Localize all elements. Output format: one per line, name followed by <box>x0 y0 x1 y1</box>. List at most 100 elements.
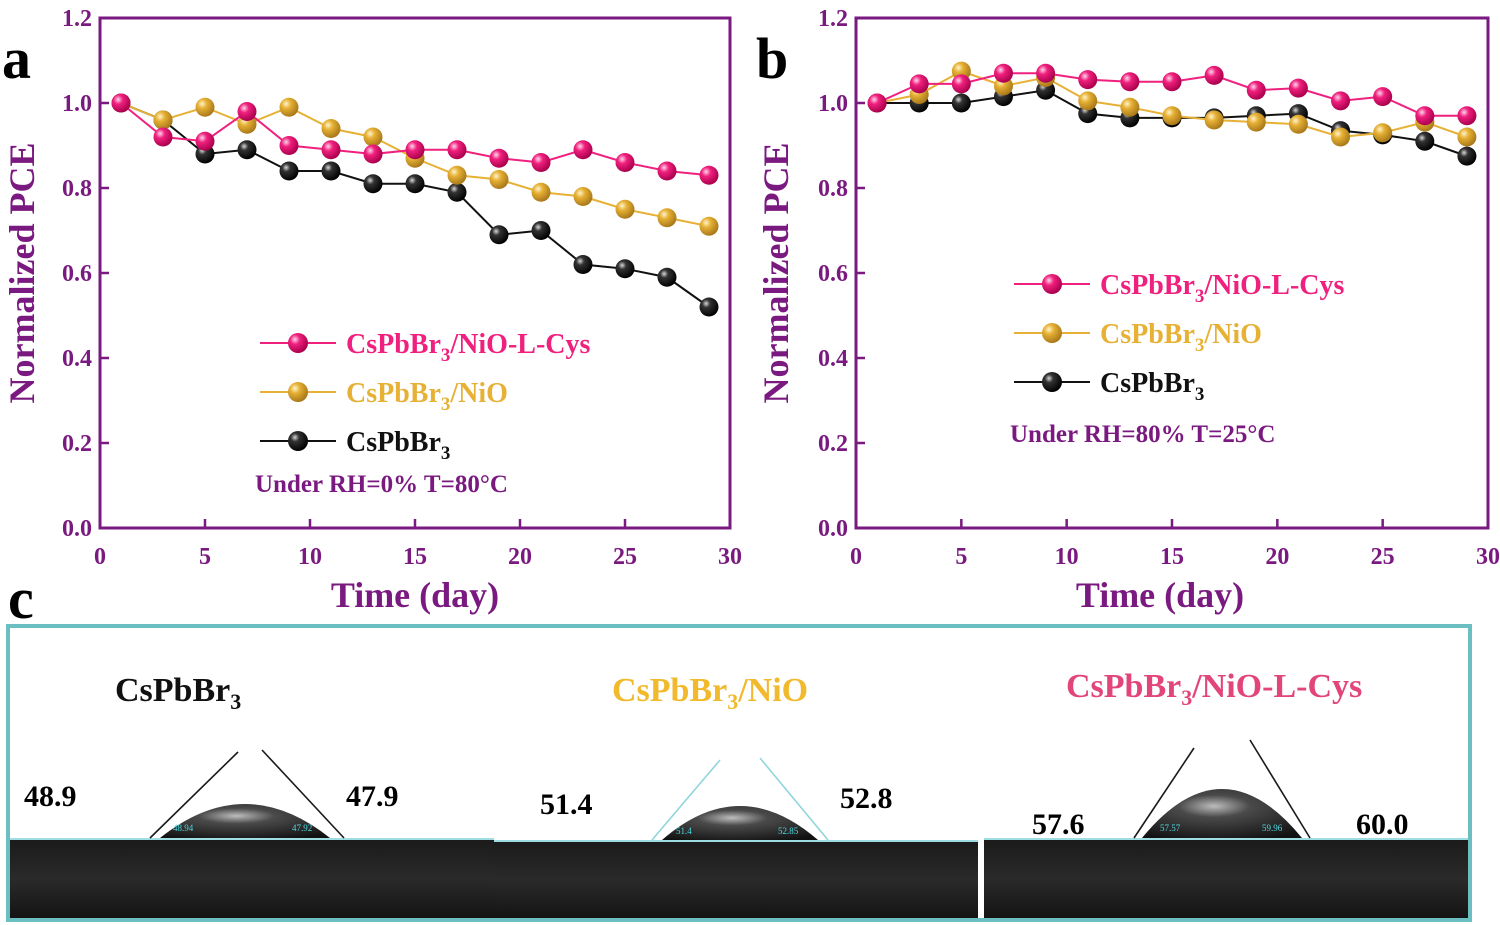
right-angle: 52.8 <box>840 782 893 815</box>
measurement-left: 57.57 <box>1160 823 1181 833</box>
y-axis-title: Normalized PCE <box>756 143 796 404</box>
data-point <box>1078 91 1098 111</box>
legend-marker <box>1042 274 1062 294</box>
y-tick-label: 0.0 <box>62 516 92 542</box>
legend-marker <box>1042 372 1062 392</box>
x-tick-label: 15 <box>403 544 427 570</box>
data-point <box>699 297 719 317</box>
axis-ticks: 0 5 10 15 20 25 30 0.0 0.2 0.4 0.6 0.8 1.0 1.2 <box>818 6 1500 570</box>
legend-label: CsPbBr3/NiO <box>346 378 508 415</box>
y-tick-label: 1.0 <box>818 91 848 117</box>
left-angle: 51.4 <box>540 788 593 821</box>
data-point <box>1373 87 1393 107</box>
data-point <box>1162 106 1182 126</box>
data-point <box>279 136 299 155</box>
y-tick-label: 1.2 <box>62 6 92 32</box>
x-tick-label: 10 <box>298 544 322 570</box>
data-point <box>657 267 677 287</box>
data-point <box>1246 80 1266 100</box>
panel-label-a: a <box>2 26 31 91</box>
legend-item: CsPbBr3/NiO <box>260 378 508 415</box>
right-angle: 47.9 <box>346 780 399 813</box>
y-tick-label: 0.8 <box>62 176 92 202</box>
legend-marker <box>1042 323 1062 343</box>
left-angle: 48.9 <box>24 780 77 813</box>
y-tick-label: 0.6 <box>62 261 92 287</box>
right-angle: 60.0 <box>1356 808 1409 841</box>
data-point <box>153 110 173 130</box>
data-point <box>1415 106 1435 126</box>
droplet <box>662 806 818 840</box>
data-point <box>1373 123 1393 143</box>
legend-item: CsPbBr3/NiO-L-Cys <box>260 329 591 366</box>
measurement-left: 48.94 <box>173 823 194 833</box>
legend-label: CsPbBr3/NiO-L-Cys <box>1100 270 1345 307</box>
legend-marker <box>288 431 308 451</box>
y-tick-label: 0.6 <box>818 261 848 287</box>
data-point <box>195 131 215 151</box>
legend-marker <box>288 333 308 353</box>
tangent-line <box>1249 739 1311 839</box>
legend-label: CsPbBr3 <box>1100 368 1204 405</box>
data-point <box>1331 127 1351 147</box>
y-tick-label: 0.2 <box>818 431 848 457</box>
x-tick-label: 15 <box>1160 544 1184 570</box>
measurement-right: 59.96 <box>1262 823 1283 833</box>
y-tick-label: 0.4 <box>62 346 92 372</box>
droplet <box>160 804 330 838</box>
measurement-left: 51.4 <box>676 826 692 836</box>
data-point <box>1457 146 1477 166</box>
substrate-image <box>10 840 494 918</box>
data-point <box>321 119 341 138</box>
series-group <box>867 61 1477 166</box>
data-point <box>615 199 635 219</box>
condition-label: Under RH=80% T=25°C <box>1010 421 1275 448</box>
measurement-right: 47.92 <box>292 823 312 833</box>
substrate-image <box>984 840 1468 918</box>
data-point <box>1120 72 1140 92</box>
axis-ticks: 0 5 10 15 20 25 30 0.0 0.2 0.4 0.6 0.8 1.0 1.2 <box>62 6 742 570</box>
data-point <box>1288 114 1308 134</box>
data-point <box>153 127 173 147</box>
data-point <box>657 208 677 228</box>
x-tick-label: 0 <box>850 544 862 570</box>
y-tick-label: 0.4 <box>818 346 848 372</box>
data-point <box>1036 63 1056 83</box>
legend-item: CsPbBr3 <box>260 427 450 464</box>
legend-item: CsPbBr3/NiO <box>1014 319 1262 356</box>
legend-label: CsPbBr3 <box>346 427 450 464</box>
data-point <box>447 165 467 185</box>
y-tick-label: 0.0 <box>818 516 848 542</box>
sample-title: CsPbBr3/NiO-L-Cys <box>1066 668 1362 710</box>
x-axis-title: Time (day) <box>1076 575 1244 615</box>
chart-b: 0 5 10 15 20 25 30 0.0 0.2 0.4 0.6 0.8 1.0 1.2 Time (… <box>756 6 1500 615</box>
x-tick-label: 25 <box>613 544 637 570</box>
series <box>867 63 1477 126</box>
measurement-right: 52.85 <box>778 826 799 836</box>
data-point <box>321 140 341 160</box>
legend-label: CsPbBr3/NiO <box>1100 319 1262 356</box>
data-point <box>993 63 1013 83</box>
x-tick-label: 5 <box>199 544 211 570</box>
sample-2: CsPbBr3/NiO 51.4 52.8 51.4 52.85 <box>540 672 893 841</box>
sample-title: CsPbBr3 <box>115 672 241 714</box>
data-point <box>489 225 509 245</box>
data-point <box>237 140 257 160</box>
data-point <box>1457 127 1477 147</box>
data-point <box>1331 91 1351 111</box>
data-point <box>405 174 425 194</box>
data-point <box>1162 72 1182 92</box>
panel-label-b: b <box>756 26 788 91</box>
data-point <box>1204 65 1224 85</box>
x-tick-label: 10 <box>1055 544 1079 570</box>
data-point <box>1288 78 1308 98</box>
data-point <box>909 74 929 94</box>
data-point <box>531 153 551 172</box>
data-point <box>1457 106 1477 126</box>
data-point <box>573 255 593 274</box>
x-tick-label: 0 <box>94 544 106 570</box>
legend-item: CsPbBr3 <box>1014 368 1204 405</box>
x-axis-title: Time (day) <box>331 575 499 615</box>
legend: CsPbBr3/NiO-L-Cys CsPbBr3/NiO CsPbBr3 <box>260 329 591 464</box>
